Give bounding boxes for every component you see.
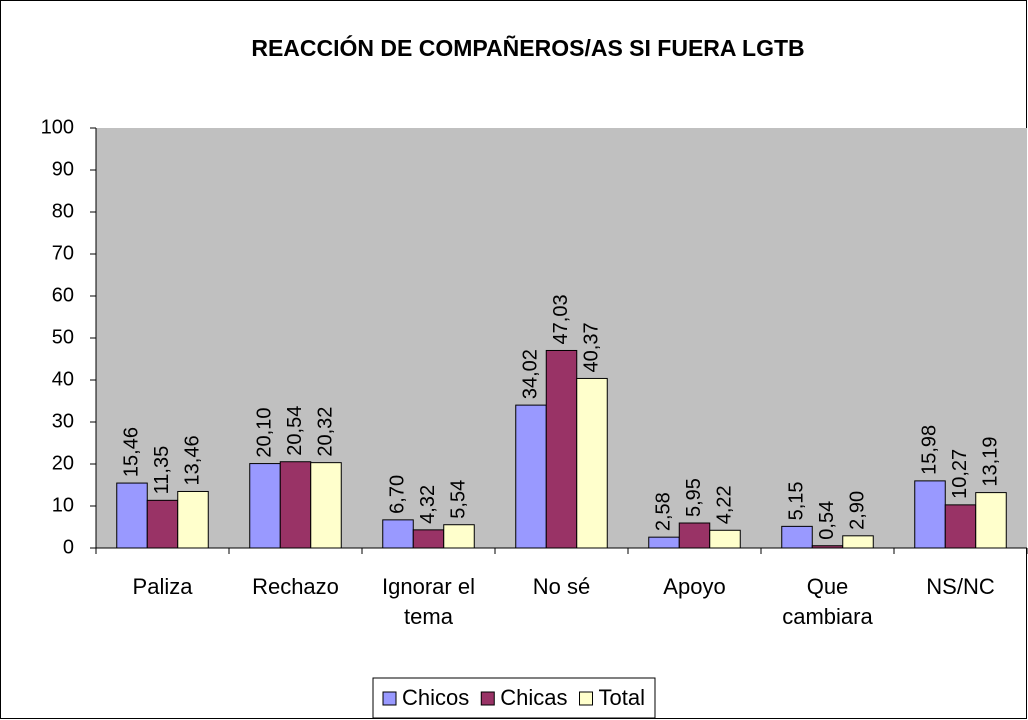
data-label: 15,46 [120,427,142,477]
bar [842,535,874,549]
y-tick-label: 0 [63,536,74,558]
y-tick-label: 90 [52,158,74,180]
data-label: 6,70 [386,475,408,514]
data-label: 4,32 [417,485,439,524]
legend-label: Chicas [500,685,567,710]
x-tick-label: No sé [532,574,591,599]
bar [382,519,414,549]
data-label: 13,19 [979,437,1001,487]
y-tick-label: 40 [52,368,74,390]
bar [678,522,711,549]
data-label: 34,02 [519,349,541,399]
data-label: 13,46 [181,435,203,485]
data-label: 4,22 [713,485,735,524]
bar [310,462,342,549]
y-tick-label: 100 [41,116,74,138]
bar [709,529,741,549]
bar [944,504,977,549]
data-label: 40,37 [580,322,602,372]
bar [443,524,475,549]
data-label: 11,35 [151,446,173,495]
x-tick-label: Ignorar el tema [382,574,475,629]
legend-swatch [382,691,397,706]
data-label: 2,58 [652,492,674,531]
data-label: 15,98 [918,425,940,475]
chart-title: REACCIÓN DE COMPAÑEROS/AS SI FUERA LGTB [251,34,804,61]
x-tick-label: Apoyo [663,574,726,599]
bar [515,404,547,549]
data-label: 10,27 [949,449,971,499]
data-label: 20,54 [284,406,306,456]
data-label: 5,95 [683,478,705,517]
bar [545,349,578,549]
bar [249,463,281,549]
legend-label: Total [599,685,645,710]
data-label: 5,15 [785,481,807,520]
x-tick-label: Que cambiara [782,574,873,629]
bar [781,525,813,549]
data-label: 20,32 [314,407,336,457]
y-tick-label: 20 [52,452,74,474]
bar [576,377,608,549]
legend-label: Chicos [402,685,469,710]
bar [412,529,445,549]
bar [279,461,312,549]
bar [975,492,1007,549]
bar [811,545,844,549]
data-label: 5,54 [447,480,469,519]
data-label: 47,03 [550,294,572,344]
bar [648,536,680,549]
bar [177,490,209,549]
x-tick-label: Rechazo [252,574,339,599]
y-tick-label: 30 [52,410,74,432]
x-tick-label: Paliza [132,574,193,599]
legend-box [372,677,656,719]
y-tick-label: 60 [52,284,74,306]
data-label: 0,54 [816,501,838,540]
data-label: 20,10 [253,408,275,458]
x-tick-label: NS/NC [926,574,995,599]
y-tick-label: 70 [52,242,74,264]
y-tick-label: 80 [52,200,74,222]
bar [116,482,148,549]
y-tick-label: 10 [52,494,74,516]
y-tick-label: 50 [52,326,74,348]
data-label: 2,90 [846,491,868,530]
legend-swatch [579,691,594,706]
legend-swatch [480,691,495,706]
bar [914,480,946,549]
bar [146,499,179,549]
